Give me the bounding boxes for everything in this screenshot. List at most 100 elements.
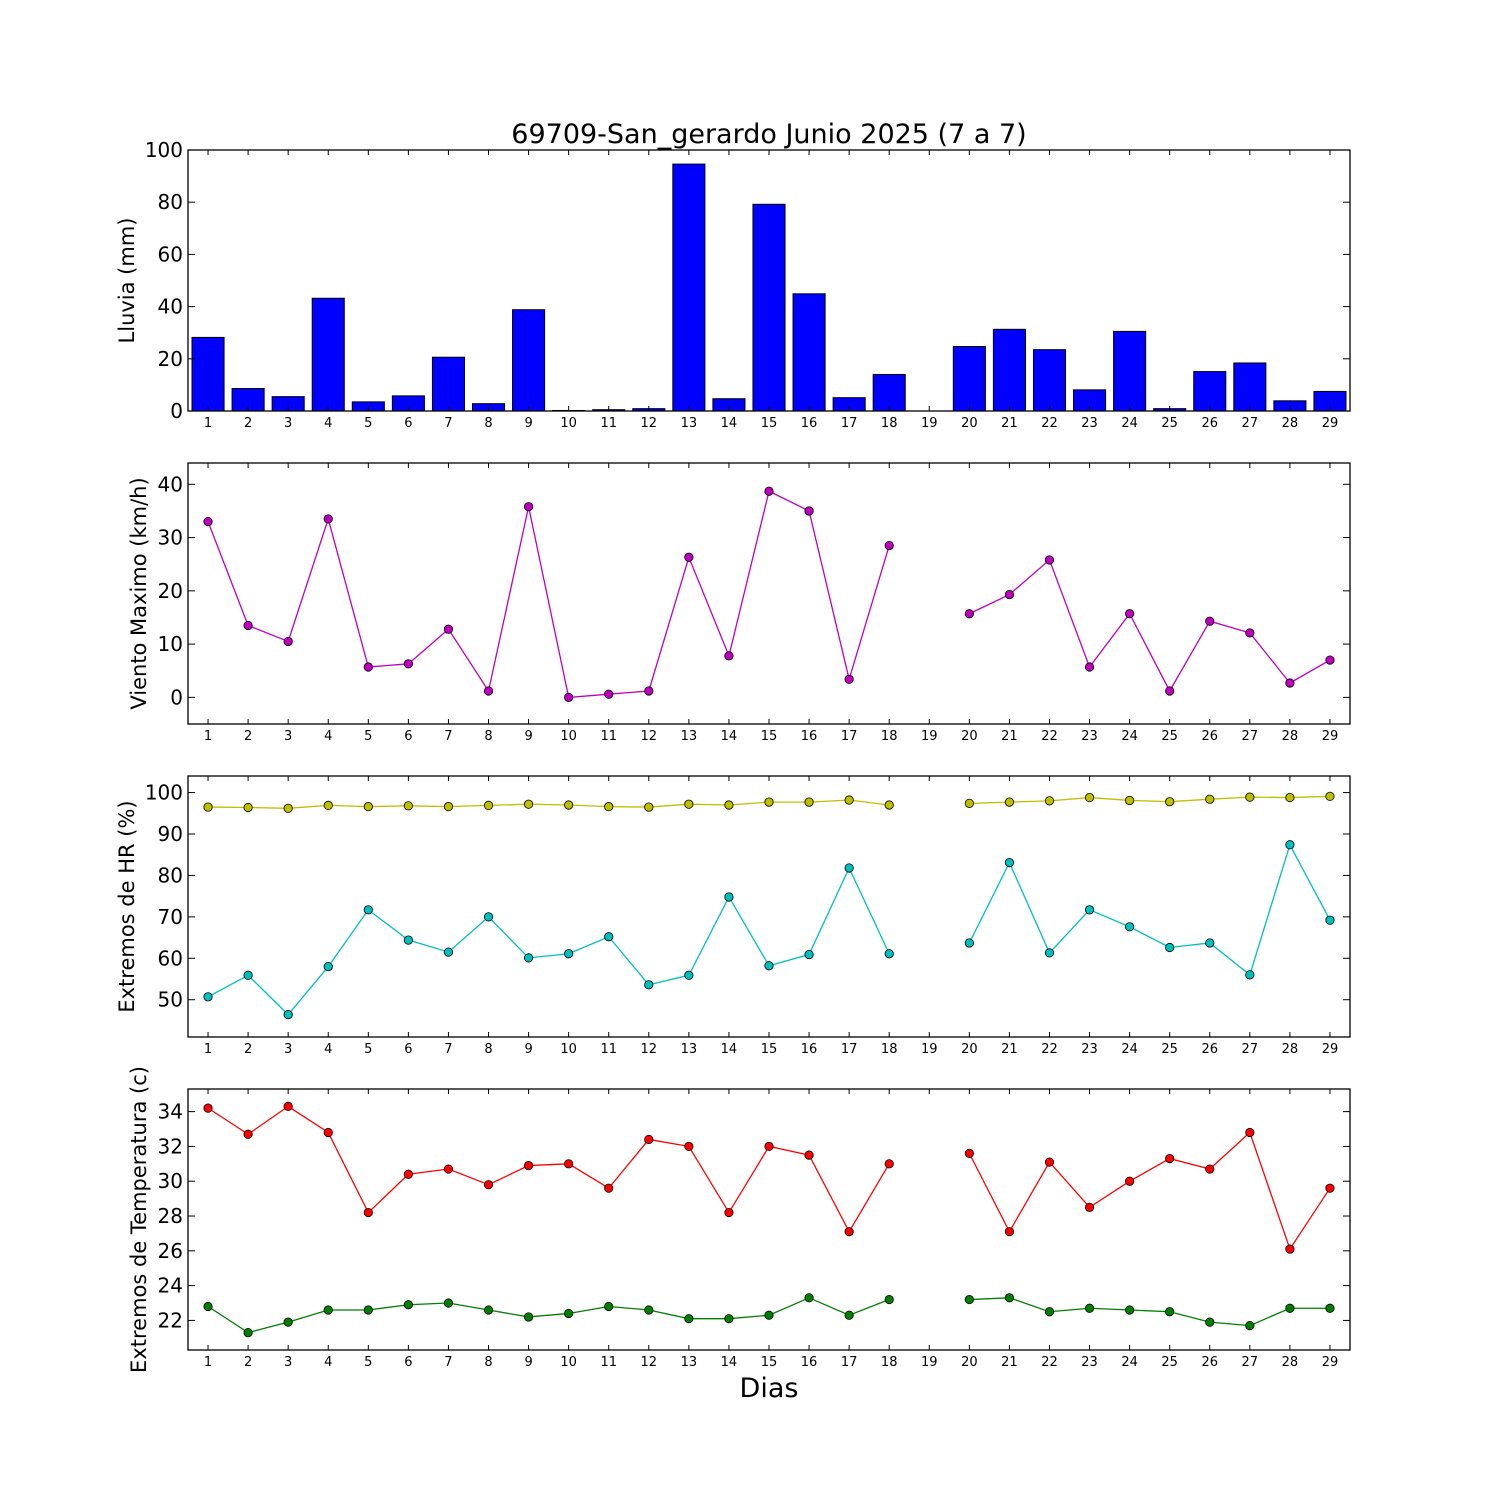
x-tick-label: 20 <box>961 1042 978 1057</box>
series-2-point-28 <box>1285 1303 1295 1313</box>
x-tick-label: 10 <box>560 729 577 744</box>
series-1-point-7 <box>443 802 454 812</box>
series-1-point-15 <box>764 1141 774 1152</box>
series-1-point-16 <box>804 506 814 516</box>
series-2-point-13 <box>684 1314 694 1324</box>
x-tick-label: 29 <box>1322 1355 1339 1370</box>
x-tick-label: 16 <box>801 1355 818 1370</box>
series-1-point-4 <box>323 514 333 524</box>
series-2-point-5 <box>363 1305 373 1315</box>
series-1-point-2 <box>243 802 253 813</box>
x-tick-label: 17 <box>841 729 858 744</box>
series-line-2-part-1 <box>207 866 890 1016</box>
series-2-point-10 <box>564 949 574 959</box>
series-2-point-14 <box>724 892 734 902</box>
x-tick-label: 17 <box>841 1042 858 1057</box>
y-tick-label: 100 <box>145 138 183 162</box>
series-1-point-12 <box>644 1134 654 1145</box>
series-1-point-5 <box>363 1207 373 1218</box>
x-tick-label: 4 <box>324 1042 332 1057</box>
series-2-point-20 <box>964 938 974 948</box>
x-tick-label: 25 <box>1161 1355 1178 1370</box>
y-tick-label: 60 <box>158 946 183 970</box>
y-tick-label: 60 <box>158 242 183 266</box>
series-1-point-14 <box>724 1207 734 1218</box>
series-1-point-7 <box>443 1164 454 1174</box>
x-tick-label: 12 <box>641 729 658 744</box>
x-tick-label: 16 <box>801 416 818 431</box>
series-2-point-20 <box>964 1294 974 1305</box>
x-tick-label: 5 <box>364 729 372 744</box>
series-2-point-21 <box>1004 1293 1015 1303</box>
series-1-point-3 <box>283 803 293 813</box>
y-tick-label: 100 <box>145 781 183 805</box>
series-1-point-12 <box>644 802 654 812</box>
series-1-point-13 <box>684 552 694 562</box>
series-1-point-25 <box>1165 797 1175 807</box>
x-tick-label: 1 <box>204 416 212 431</box>
y-ticks: 50 60 70 80 90 100 <box>145 781 1350 1012</box>
series-1-point-28 <box>1285 1244 1295 1254</box>
y-tick-label: 30 <box>158 1169 183 1193</box>
x-tick-label: 4 <box>324 729 332 744</box>
y-tick-label: 70 <box>158 905 183 929</box>
series-1-point-5 <box>363 662 373 672</box>
x-tick-label: 28 <box>1282 729 1299 744</box>
x-tick-label: 9 <box>524 416 532 431</box>
series-2-point-3 <box>283 1010 293 1020</box>
rain-bar-13 <box>672 163 706 412</box>
rain-bar-16 <box>792 293 826 412</box>
series-2-point-28 <box>1285 840 1295 850</box>
x-tick-label: 19 <box>921 1042 938 1057</box>
x-axis-label: Dias <box>740 1373 799 1404</box>
series-1-point-1 <box>203 1103 213 1113</box>
x-tick-label: 23 <box>1081 1042 1098 1057</box>
series-1-point-26 <box>1205 616 1215 626</box>
series-1-point-5 <box>363 802 373 812</box>
series-2-point-21 <box>1004 857 1015 868</box>
x-ticks: 1 2 3 4 5 6 7 8 9 10 11 12 13 14 15 16 17 18 19 20 21 22 23 24 2… <box>204 463 1338 744</box>
series-1-point-20 <box>964 609 974 619</box>
series-2-point-4 <box>323 961 333 972</box>
series-line-1-part-1 <box>208 799 890 809</box>
temperature-series <box>203 1101 1335 1338</box>
x-tick-label: 26 <box>1201 1042 1218 1057</box>
series-1-point-13 <box>684 799 694 809</box>
y-tick-label: 40 <box>158 295 183 319</box>
series-1-point-21 <box>1004 797 1015 807</box>
series-2-point-29 <box>1325 1303 1335 1313</box>
series-2-point-29 <box>1325 915 1335 925</box>
series-2-point-23 <box>1084 1303 1095 1313</box>
series-2-point-25 <box>1165 1307 1175 1317</box>
y-axis-label: Extremos de HR (%) <box>115 800 139 1012</box>
series-line-1-part-1 <box>207 1105 890 1234</box>
y-tick-label: 30 <box>158 526 183 550</box>
series-1-point-22 <box>1044 1157 1055 1167</box>
series-1-point-1 <box>203 802 213 812</box>
x-tick-label: 3 <box>284 416 292 431</box>
series-1-point-8 <box>483 800 494 811</box>
series-1-point-28 <box>1285 678 1295 688</box>
x-tick-label: 5 <box>364 416 372 431</box>
x-tick-label: 18 <box>881 1355 898 1370</box>
x-tick-label: 13 <box>681 1042 698 1057</box>
y-tick-label: 90 <box>158 822 183 846</box>
x-tick-label: 11 <box>600 416 617 431</box>
series-1-point-12 <box>644 686 654 696</box>
x-tick-label: 9 <box>524 1355 532 1370</box>
series-1-point-10 <box>564 800 574 810</box>
y-ticks: 0 10 20 30 40 <box>158 472 1350 709</box>
series-1-point-6 <box>403 659 413 669</box>
y-tick-label: 50 <box>158 988 183 1012</box>
x-ticks: 1 2 3 4 5 6 7 8 9 10 11 12 13 14 15 16 17 18 19 20 21 22 23 24 2… <box>204 776 1338 1057</box>
series-1-point-15 <box>764 486 774 496</box>
series-1-point-24 <box>1125 609 1135 619</box>
rain-bar-24 <box>1113 330 1147 412</box>
y-tick-label: 20 <box>158 579 183 603</box>
x-tick-label: 10 <box>560 416 577 431</box>
x-tick-label: 8 <box>484 1042 492 1057</box>
x-tick-label: 3 <box>284 729 292 744</box>
x-tick-label: 6 <box>404 416 412 431</box>
series-2-point-23 <box>1084 905 1095 915</box>
